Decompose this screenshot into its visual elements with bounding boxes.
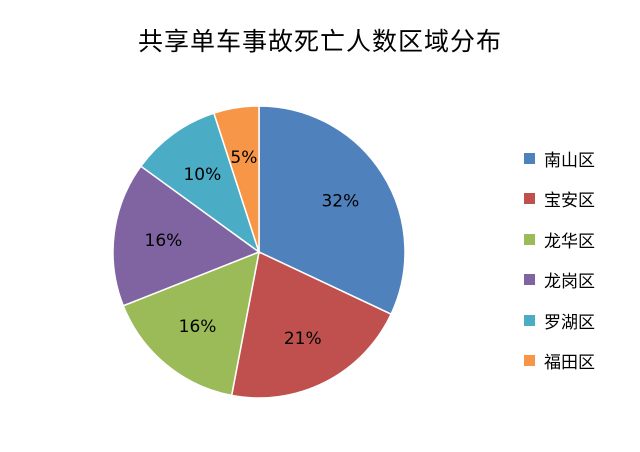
pie-slice-0 xyxy=(258,105,406,316)
legend-swatch xyxy=(524,233,535,245)
data-label-2: 16% xyxy=(179,317,217,337)
legend: 南山区宝安区龙华区龙岗区罗湖区福田区 xyxy=(524,138,595,381)
legend-label: 宝安区 xyxy=(544,191,595,212)
legend-swatch xyxy=(524,152,535,164)
legend-label: 龙岗区 xyxy=(544,272,595,293)
legend-swatch xyxy=(524,355,535,367)
chart-title: 共享单车事故死亡人数区域分布 xyxy=(137,27,502,56)
legend-label: 福田区 xyxy=(544,353,595,374)
pie-slice-5 xyxy=(212,105,260,253)
legend-item: 龙华区 xyxy=(524,219,595,260)
legend-swatch xyxy=(524,314,535,326)
legend-label: 南山区 xyxy=(544,150,595,171)
legend-swatch xyxy=(524,193,535,205)
pie-slice-3 xyxy=(112,165,261,307)
legend-item: 南山区 xyxy=(524,138,595,179)
data-label-5: 5% xyxy=(230,148,257,168)
data-label-1: 21% xyxy=(284,329,322,349)
legend-item: 龙岗区 xyxy=(524,260,595,301)
data-label-0: 32% xyxy=(321,191,359,211)
data-label-4: 10% xyxy=(183,165,221,185)
legend-item: 福田区 xyxy=(524,341,595,382)
data-label-3: 16% xyxy=(145,231,183,251)
pie-slice-2 xyxy=(122,250,260,397)
legend-label: 龙华区 xyxy=(544,231,595,252)
legend-label: 罗湖区 xyxy=(544,312,595,333)
legend-item: 罗湖区 xyxy=(524,300,595,341)
pie-slice-4 xyxy=(139,112,261,254)
legend-swatch xyxy=(524,274,535,286)
legend-item: 宝安区 xyxy=(524,179,595,220)
pie-slice-1 xyxy=(230,250,393,399)
